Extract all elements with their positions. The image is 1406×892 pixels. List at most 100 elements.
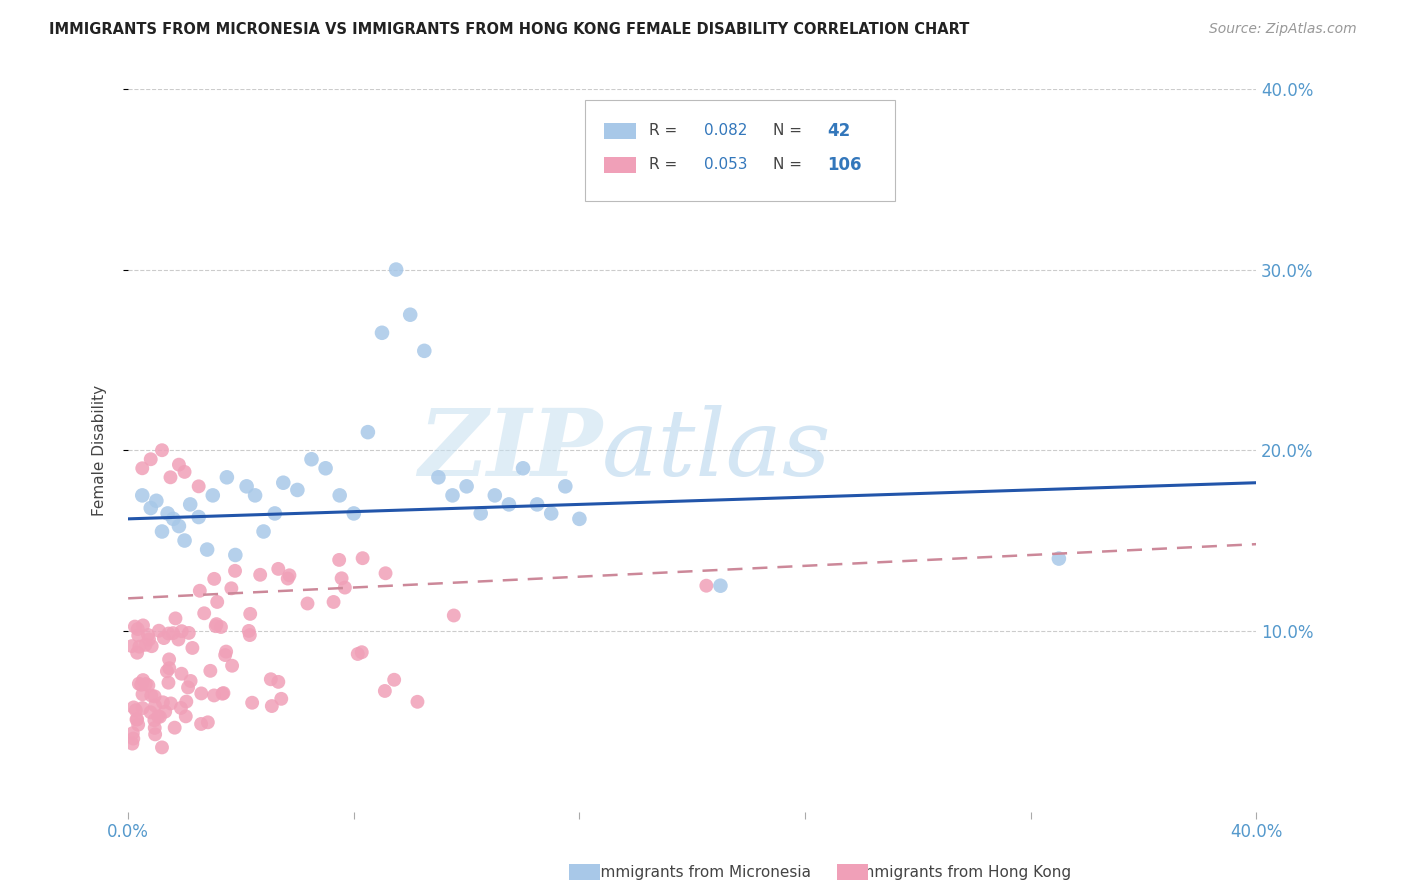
Text: N =: N = (773, 157, 807, 172)
Point (239, 628, 262, 642)
Point (224, 548, 246, 562)
Point (143, 698, 166, 713)
Point (127, 717, 149, 731)
Point (159, 697, 181, 711)
Point (197, 715, 219, 730)
Text: 0.053: 0.053 (703, 157, 747, 172)
Point (190, 717, 212, 731)
Point (139, 501, 162, 516)
Point (346, 647, 368, 661)
Point (138, 678, 160, 692)
Text: 42: 42 (828, 122, 851, 140)
Point (139, 706, 162, 720)
Point (270, 691, 292, 706)
Point (170, 624, 193, 639)
Text: 0.082: 0.082 (703, 123, 747, 138)
Point (157, 626, 180, 640)
Point (443, 608, 465, 623)
Point (202, 689, 225, 703)
Point (170, 701, 193, 715)
Point (211, 687, 233, 701)
Point (121, 726, 143, 740)
Point (470, 507, 492, 521)
Point (141, 639, 163, 653)
Point (190, 686, 212, 700)
Point (153, 631, 176, 645)
Point (385, 262, 408, 277)
Text: atlas: atlas (602, 405, 831, 495)
Point (224, 564, 246, 578)
Point (138, 632, 160, 647)
Point (243, 488, 266, 502)
Point (150, 524, 173, 539)
Point (131, 461, 153, 475)
Point (498, 497, 520, 511)
Point (159, 470, 181, 484)
Point (260, 699, 283, 714)
Point (150, 443, 173, 458)
Y-axis label: Female Disability: Female Disability (93, 384, 107, 516)
Point (176, 695, 198, 709)
Text: ZIP: ZIP (418, 405, 602, 495)
Text: R =: R = (650, 123, 682, 138)
Point (121, 737, 143, 751)
Point (568, 512, 591, 526)
Point (174, 709, 197, 723)
Point (139, 452, 162, 467)
Point (371, 326, 394, 340)
Point (205, 595, 228, 609)
Point (153, 705, 176, 719)
Point (357, 425, 380, 439)
Point (156, 664, 179, 678)
Point (131, 687, 153, 701)
Point (526, 497, 548, 511)
Point (260, 672, 283, 686)
Point (149, 710, 172, 724)
Point (125, 703, 148, 717)
Point (128, 676, 150, 690)
Point (131, 488, 153, 502)
Point (277, 572, 299, 586)
Point (330, 571, 353, 585)
Point (131, 701, 153, 715)
Point (141, 689, 163, 703)
Text: Immigrants from Hong Kong: Immigrants from Hong Kong (855, 865, 1071, 880)
Point (181, 640, 204, 655)
Point (540, 507, 562, 521)
Point (167, 458, 190, 472)
Point (322, 595, 344, 609)
Point (143, 690, 166, 704)
Point (167, 632, 190, 647)
Point (202, 572, 225, 586)
Point (193, 607, 215, 621)
Point (173, 465, 195, 479)
Point (180, 673, 202, 688)
Point (267, 562, 290, 576)
Point (329, 488, 352, 502)
Point (163, 721, 186, 735)
Point (204, 619, 226, 633)
Point (267, 674, 290, 689)
Point (179, 497, 201, 511)
Point (122, 700, 145, 714)
Point (427, 470, 450, 484)
Text: Source: ZipAtlas.com: Source: ZipAtlas.com (1209, 22, 1357, 37)
Text: IMMIGRANTS FROM MICRONESIA VS IMMIGRANTS FROM HONG KONG FEMALE DISABILITY CORREL: IMMIGRANTS FROM MICRONESIA VS IMMIGRANTS… (49, 22, 970, 37)
Point (441, 488, 464, 502)
Point (554, 479, 576, 493)
Point (215, 644, 238, 658)
Point (484, 488, 506, 502)
Point (695, 579, 717, 593)
Point (374, 684, 396, 698)
Point (165, 611, 187, 625)
Point (157, 675, 180, 690)
Point (297, 597, 319, 611)
Point (187, 510, 209, 524)
Point (221, 658, 243, 673)
Point (374, 566, 396, 581)
Point (343, 507, 366, 521)
Point (209, 620, 232, 634)
Point (132, 618, 155, 632)
Text: R =: R = (650, 157, 682, 172)
Point (413, 343, 436, 358)
